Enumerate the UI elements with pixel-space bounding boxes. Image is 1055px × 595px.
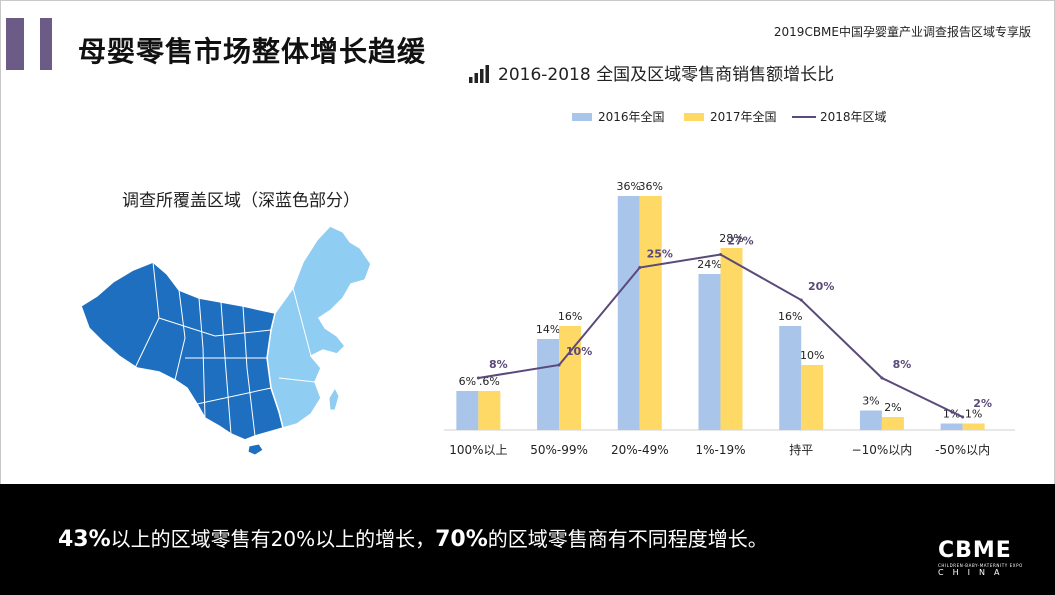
bar-0-5 (859, 410, 882, 430)
bar-1-3 (720, 248, 743, 430)
uncovered-region (266, 225, 372, 429)
bar-label-1-2: 36% (639, 180, 663, 193)
report-name: 2019CBME中国孕婴童产业调查报告区域专享版 (773, 25, 1031, 39)
footer-pct: % (88, 527, 111, 552)
province-borders (134, 261, 316, 437)
bar-1-0 (478, 391, 501, 430)
line-point-2 (638, 266, 642, 269)
chart-header: 2016-2018 全国及区域零售商销售额增长比 (468, 60, 834, 85)
footer-num1: 43 (58, 527, 89, 552)
bar-label-1-1: 16% (558, 310, 582, 323)
bar-1-6 (962, 423, 985, 430)
logo-sub: CHILDREN-BABY-MATERNITY EXPO (938, 563, 1023, 568)
line-point-5 (880, 376, 884, 380)
line-label-2: 25% (647, 248, 673, 261)
bar-label-0-6: 1% (943, 408, 960, 421)
bar-label-0-4: 16% (778, 310, 802, 323)
line-point-3 (719, 253, 722, 256)
x-tick-label-4: 持平 (789, 442, 813, 457)
x-tick-label-6: -50%以内 (935, 443, 990, 457)
line-point-6 (961, 415, 965, 419)
legend-swatch-1 (684, 113, 704, 121)
bar-0-3 (698, 274, 721, 430)
legend-label-0: 2016年全国 (598, 109, 665, 124)
footer-text1: 以上的区域零售有20%以上的增长， (110, 527, 436, 551)
line-point-1 (557, 363, 561, 367)
bar-label-1-3: 28% (719, 232, 743, 245)
taiwan-island (328, 386, 340, 411)
bar-chart-icon (469, 64, 489, 83)
bar-label-0-5: 3% (862, 395, 879, 408)
bar-label-0-2: 36% (617, 180, 641, 193)
china-coverage-map (80, 225, 372, 456)
bar-0-2 (617, 196, 640, 430)
x-tick-label-2: 20%-49% (611, 443, 669, 457)
line-label-4: 20% (808, 280, 834, 293)
footer-pct2: % (465, 527, 488, 552)
x-tick-label-1: 50%-99% (530, 443, 588, 457)
bar-label-0-1: 14% (536, 323, 560, 336)
line-label-3: 27% (727, 235, 753, 248)
x-tick-label-0: 100%以上 (449, 443, 507, 457)
bar-label-1-0: .6% (479, 375, 500, 388)
bar-label-0-3: 24% (697, 258, 721, 271)
bar-0-4 (779, 326, 802, 430)
bar-1-4 (801, 365, 824, 430)
line-label-5: 8% (893, 358, 912, 371)
title-accent-bar (6, 18, 24, 70)
bar-label-1-5: 2% (884, 401, 901, 414)
logo-country: CHINA (938, 568, 1009, 577)
legend-swatch-0 (572, 113, 592, 121)
bar-1-1 (559, 326, 582, 430)
cbme-logo: CBME CHILDREN-BABY-MATERNITY EXPO CHINA (938, 538, 1030, 578)
bar-label-1-4: 10% (800, 349, 824, 362)
line-label-1: 10% (566, 345, 592, 358)
line-point-0 (476, 376, 480, 380)
footer-bar (0, 484, 1055, 595)
footer-num2: 70 (435, 527, 466, 552)
line-label-0: 8% (489, 358, 508, 371)
bar-0-0 (456, 391, 479, 430)
bar-1-2 (639, 196, 662, 430)
bar-0-1 (537, 339, 560, 430)
legend-label-1: 2017年全国 (710, 109, 777, 124)
x-tick-label-3: 1%-19% (695, 443, 745, 457)
footer-text2: 的区域零售商有不同程度增长。 (487, 527, 768, 551)
bar-0-6 (940, 423, 963, 430)
legend-label-2: 2018年区域 (820, 110, 887, 124)
title-accent-bar-small (40, 18, 52, 70)
footer-summary: 43%以上的区域零售有20%以上的增长，70%的区域零售商有不同程度增长。 (58, 523, 768, 552)
map-caption: 调查所覆盖区域（深蓝色部分） (122, 191, 360, 211)
page-title: 母婴零售市场整体增长趋缓 (78, 35, 427, 68)
bar-label-0-0: 6% (459, 375, 476, 388)
line-label-6: 2% (973, 397, 992, 410)
bar-1-5 (881, 417, 904, 430)
line-point-4 (799, 298, 803, 302)
logo-name: CBME (938, 538, 1012, 563)
bar-label-1-6: 1% (965, 408, 982, 421)
x-tick-label-5: −10%以内 (852, 443, 913, 457)
hainan-island (247, 443, 264, 456)
chart-title: 2016-2018 全国及区域零售商销售额增长比 (498, 65, 835, 85)
